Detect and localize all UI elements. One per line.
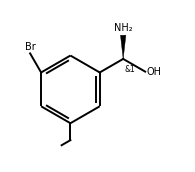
Text: Br: Br <box>25 42 35 52</box>
Text: OH: OH <box>146 67 161 77</box>
Text: NH₂: NH₂ <box>114 23 132 33</box>
Text: &1: &1 <box>124 65 135 74</box>
Polygon shape <box>121 35 126 59</box>
